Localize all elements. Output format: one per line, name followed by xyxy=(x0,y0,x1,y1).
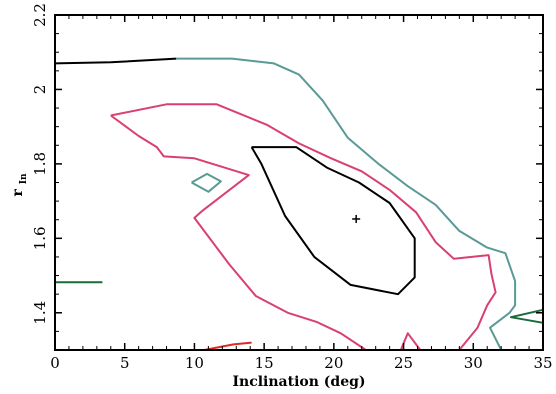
contour-line-3 xyxy=(110,103,497,351)
y-tick-label: 1.8 xyxy=(31,152,49,176)
x-tick-label: 30 xyxy=(464,354,483,372)
x-tick-label: 5 xyxy=(120,354,130,372)
contour-lines xyxy=(54,57,544,351)
best-fit-marker-group xyxy=(352,214,361,223)
y-tick-label: 1.4 xyxy=(31,301,49,325)
x-tick-label: 25 xyxy=(394,354,413,372)
contour-line-9 xyxy=(509,308,544,324)
y-tick-label: 1.6 xyxy=(31,226,49,250)
contour-line-1 xyxy=(54,57,177,65)
svg-text:r In: r In xyxy=(10,173,29,196)
y-tick-label: 2 xyxy=(31,85,49,95)
x-tick-label: 0 xyxy=(50,354,60,372)
contour-line-2 xyxy=(176,57,517,351)
contour-line-6 xyxy=(204,341,252,351)
x-tick-label: 35 xyxy=(533,354,552,372)
contour-line-4 xyxy=(110,114,367,351)
y-axis-title: r In xyxy=(10,173,29,196)
contour-line-7 xyxy=(191,172,222,193)
contour-line-0 xyxy=(250,146,416,296)
x-tick-label: 15 xyxy=(255,354,274,372)
x-tick-label: 20 xyxy=(324,354,343,372)
x-axis-title: Inclination (deg) xyxy=(232,374,365,390)
y-axis-title-sub: In xyxy=(19,173,29,184)
y-tick-label: 2.2 xyxy=(31,3,49,27)
y-axis-title-main: r xyxy=(10,189,26,197)
y-axis-ticks: 1.4 1.6 1.8 2 2.2 xyxy=(31,3,543,351)
x-tick-label: 10 xyxy=(185,354,204,372)
x-axis-ticks: 0 5 10 15 20 25 30 35 xyxy=(50,15,553,372)
